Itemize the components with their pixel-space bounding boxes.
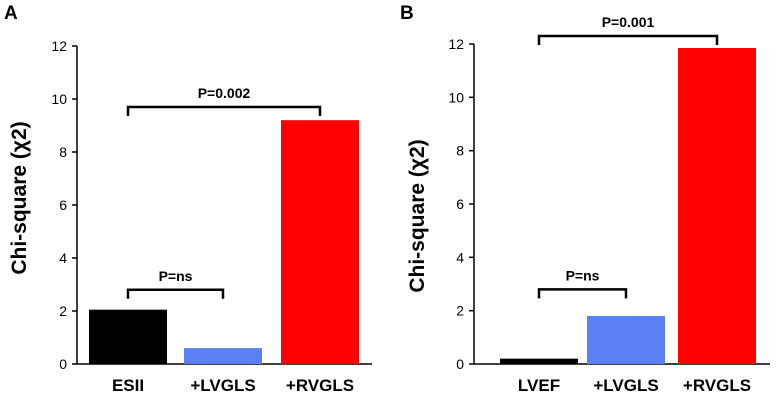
- x-labels: ESII +LVGLS +RVGLS: [112, 376, 354, 395]
- significance-bracket: [537, 34, 719, 45]
- bar-lvef: [500, 358, 578, 364]
- significance-bracket: [126, 105, 322, 116]
- x-category-label: ESII: [112, 376, 144, 395]
- x-category-label: +RVGLS: [286, 376, 354, 395]
- y-tick-label: 6: [456, 196, 464, 212]
- y-tick-label: 4: [59, 250, 67, 266]
- y-tick-label: 12: [51, 38, 67, 54]
- p-value-label: P=ns: [159, 268, 193, 284]
- y-tick-label: 2: [59, 303, 67, 319]
- y-tick-label: 0: [59, 356, 67, 372]
- y-tick-label: 6: [59, 197, 67, 213]
- y-ticks: 0 2 4 6 8 10 12: [51, 38, 77, 372]
- x-labels: LVEF +LVGLS +RVGLS: [518, 376, 751, 395]
- p-value-label: P=0.001: [602, 14, 655, 30]
- annotations: P=ns P=0.002: [126, 85, 322, 299]
- panel-letter: B: [400, 3, 414, 24]
- y-tick-label: 0: [456, 356, 464, 372]
- y-tick-label: 4: [456, 249, 464, 265]
- significance-bracket: [126, 288, 225, 299]
- p-value-label: P=ns: [566, 267, 600, 283]
- y-tick-label: 8: [59, 144, 67, 160]
- y-tick-label: 8: [456, 143, 464, 159]
- significance-bracket: [537, 288, 628, 299]
- x-category-label: +RVGLS: [683, 376, 751, 395]
- y-tick-label: 12: [448, 36, 464, 52]
- bar-rvgls: [281, 120, 359, 364]
- bar-esii: [89, 309, 167, 364]
- annotations: P=ns P=0.001: [537, 14, 719, 299]
- panel-b: B Chi-square (χ2) 0 2 4 6 8 10 12 LVEF +LVGLS +R…: [400, 3, 770, 395]
- bars: [89, 120, 359, 364]
- bar-rvgls: [678, 48, 756, 364]
- y-tick-label: 2: [456, 303, 464, 319]
- x-category-label: LVEF: [518, 376, 560, 395]
- y-tick-label: 10: [448, 89, 464, 105]
- bars: [500, 48, 756, 364]
- panel-a: A Chi-square (χ2) 0 2 4 6 8 10 12 ESII +LVGLS +R…: [4, 3, 372, 395]
- y-axis-title: Chi-square (χ2): [8, 121, 31, 274]
- bar-lvgls: [587, 316, 665, 364]
- bar-lvgls: [184, 348, 262, 364]
- y-tick-label: 10: [51, 91, 67, 107]
- y-axis-title: Chi-square (χ2): [406, 139, 429, 292]
- y-ticks: 0 2 4 6 8 10 12: [448, 36, 474, 372]
- x-category-label: +LVGLS: [190, 376, 255, 395]
- x-category-label: +LVGLS: [593, 376, 658, 395]
- panel-letter: A: [4, 3, 18, 24]
- p-value-label: P=0.002: [198, 85, 251, 101]
